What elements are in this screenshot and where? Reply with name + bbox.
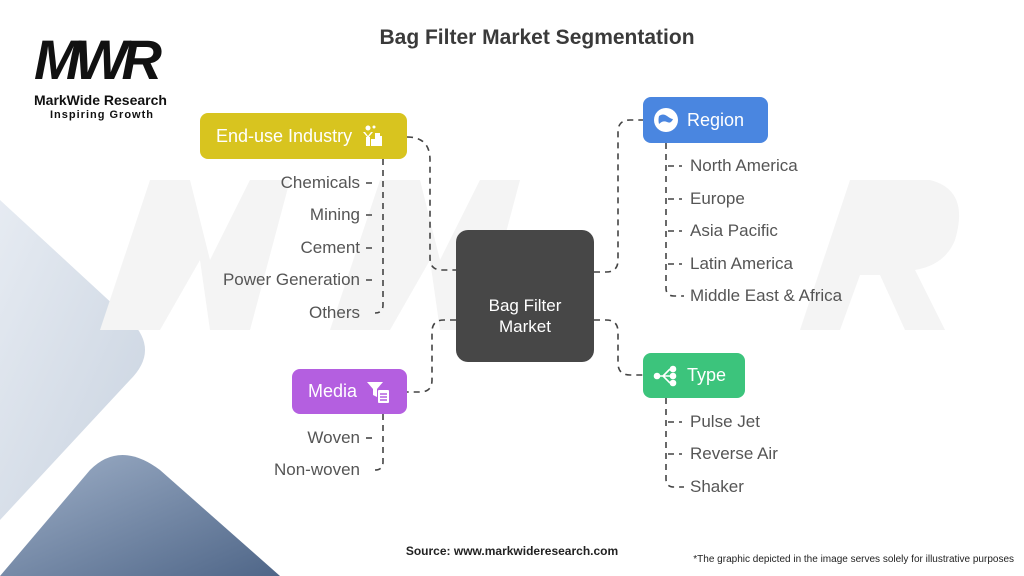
list-item: Woven xyxy=(307,428,360,447)
factory-worker-icon xyxy=(363,125,383,146)
source-text: Source: www.markwideresearch.com xyxy=(405,544,619,558)
list-item: Pulse Jet xyxy=(690,412,760,431)
list-item: North America xyxy=(690,156,798,175)
category-label: End-use Industry xyxy=(216,125,353,146)
list-item: Shaker xyxy=(690,477,744,496)
list-item: Latin America xyxy=(690,254,793,273)
list-item: Chemicals xyxy=(280,173,360,192)
flow-nodes-icon xyxy=(653,365,677,386)
list-item: Asia Pacific xyxy=(690,221,778,240)
center-line1: Bag Filter xyxy=(488,296,562,315)
logo-name: MarkWide Research xyxy=(34,92,167,108)
filter-document-icon xyxy=(367,381,390,403)
category-label: Region xyxy=(687,109,745,130)
category-media: Media xyxy=(292,369,407,414)
disclaimer-text: *The graphic depicted in the image serve… xyxy=(693,554,1014,565)
category-region: Region xyxy=(643,97,768,143)
center-line2: Market xyxy=(499,317,551,336)
category-label: Type xyxy=(687,365,727,385)
category-label: Media xyxy=(308,381,358,401)
list-item: Power Generation xyxy=(222,270,360,289)
logo-tagline: Inspiring Growth xyxy=(50,109,154,121)
list-item: Europe xyxy=(690,189,745,208)
list-item: Middle East & Africa xyxy=(690,286,843,305)
list-item: Non-woven xyxy=(274,460,360,479)
logo-mark: MWR xyxy=(34,28,162,91)
list-item: Mining xyxy=(309,205,360,224)
category-type: Type xyxy=(643,353,745,398)
list-item: Reverse Air xyxy=(690,444,778,463)
category-end-use-industry: End-use Industry xyxy=(200,113,407,159)
globe-icon xyxy=(654,108,678,132)
center-node: Bag Filter Market xyxy=(456,230,594,362)
list-item: Others xyxy=(308,303,360,322)
page-title: Bag Filter Market Segmentation xyxy=(379,26,695,49)
list-item: Cement xyxy=(300,238,360,257)
